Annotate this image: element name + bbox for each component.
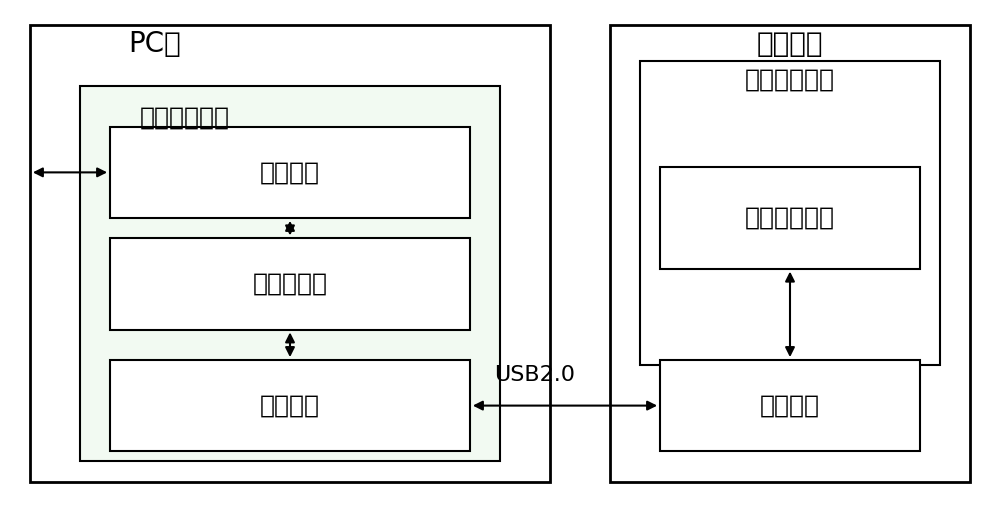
Text: 时序存储电路: 时序存储电路	[745, 206, 835, 230]
Bar	[610, 25, 970, 482]
Bar	[30, 25, 550, 482]
Bar	[110, 127, 470, 218]
Bar	[80, 86, 500, 461]
Text: 通信单元: 通信单元	[760, 393, 820, 418]
Bar	[110, 360, 470, 451]
Text: 智能烧录单元: 智能烧录单元	[140, 105, 230, 129]
Text: 时序数据库: 时序数据库	[252, 272, 328, 296]
Bar	[110, 238, 470, 330]
Text: PC端: PC端	[129, 30, 181, 58]
Text: 对外接口: 对外接口	[260, 160, 320, 185]
Bar	[660, 360, 920, 451]
Text: USB2.0: USB2.0	[494, 366, 576, 385]
Bar	[640, 61, 940, 365]
Text: 配置单元: 配置单元	[260, 393, 320, 418]
Text: 硬件主控单元: 硬件主控单元	[745, 67, 835, 91]
Bar	[660, 167, 920, 269]
Text: 烧录器端: 烧录器端	[757, 30, 823, 58]
